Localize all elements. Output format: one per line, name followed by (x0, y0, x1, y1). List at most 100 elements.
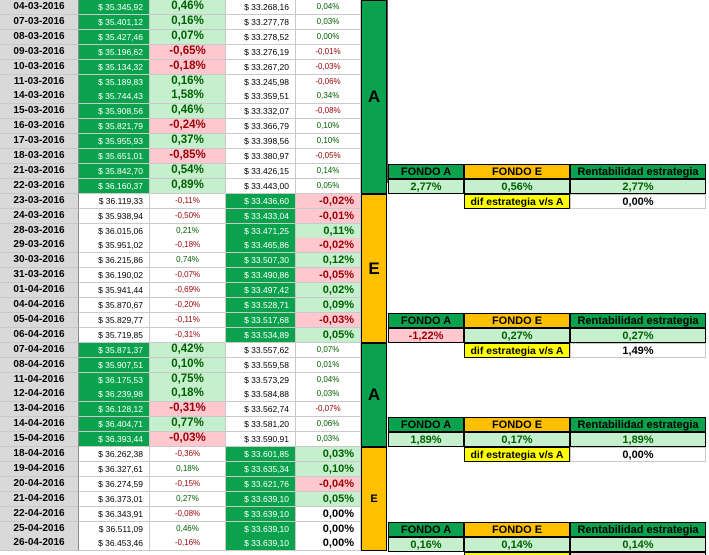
fondo-a-return-cell[interactable]: 0,77% (150, 417, 226, 432)
fondo-a-value-cell[interactable]: $ 36.175,53 (79, 373, 150, 388)
fondo-a-return-cell[interactable]: 0,10% (150, 358, 226, 373)
fondo-a-value-cell[interactable]: $ 36.239,98 (79, 387, 150, 402)
fondo-e-return-cell[interactable]: 0,05% (296, 492, 361, 507)
fondo-a-value-cell[interactable]: $ 35.134,32 (79, 60, 150, 75)
date-cell[interactable]: 04-03-2016 (0, 0, 79, 15)
fondo-e-return-cell[interactable]: 0,10% (296, 462, 361, 477)
fondo-e-value-cell[interactable]: $ 33.267,20 (226, 60, 296, 75)
fondo-a-value-cell[interactable]: $ 36.274,59 (79, 477, 150, 492)
fondo-e-return-cell[interactable]: 0,04% (296, 0, 361, 15)
fondo-e-value-cell[interactable]: $ 33.639,10 (226, 492, 296, 507)
date-cell[interactable]: 08-03-2016 (0, 30, 79, 45)
fondo-a-value-cell[interactable]: $ 36.327,61 (79, 462, 150, 477)
fondo-a-return-cell[interactable]: 1,58% (150, 89, 226, 104)
fondo-a-return-cell[interactable]: 0,21% (150, 224, 226, 239)
fondo-a-value-cell[interactable]: $ 36.393,44 (79, 432, 150, 447)
fondo-a-return-cell[interactable]: 0,74% (150, 253, 226, 268)
fondo-e-return-cell[interactable]: 0,12% (296, 253, 361, 268)
fondo-a-return-cell[interactable]: 0,89% (150, 179, 226, 194)
fondo-e-value-cell[interactable]: $ 33.268,16 (226, 0, 296, 15)
fondo-e-value-cell[interactable]: $ 33.559,58 (226, 358, 296, 373)
fondo-e-value-cell[interactable]: $ 33.332,07 (226, 104, 296, 119)
fondo-a-return-cell[interactable]: 0,07% (150, 30, 226, 45)
fondo-e-value-cell[interactable]: $ 33.278,52 (226, 30, 296, 45)
fondo-e-return-cell[interactable]: 0,34% (296, 89, 361, 104)
summary-dif-value[interactable]: 0,00% (570, 447, 706, 462)
fondo-e-value-cell[interactable]: $ 33.635,34 (226, 462, 296, 477)
date-cell[interactable]: 29-03-2016 (0, 238, 79, 253)
date-cell[interactable]: 21-03-2016 (0, 164, 79, 179)
fondo-e-value-cell[interactable]: $ 33.465,86 (226, 238, 296, 253)
fondo-e-return-cell[interactable]: -0,08% (296, 104, 361, 119)
fondo-e-return-cell[interactable]: 0,03% (296, 447, 361, 462)
summary-dif-value[interactable]: -0,02% (570, 552, 706, 555)
fondo-a-return-cell[interactable]: 0,16% (150, 15, 226, 30)
fondo-e-return-cell[interactable]: -0,01% (296, 45, 361, 60)
summary-dif-value[interactable]: 1,49% (570, 343, 706, 358)
fondo-a-return-cell[interactable]: -0,18% (150, 60, 226, 75)
fondo-a-value-cell[interactable]: $ 35.955,93 (79, 134, 150, 149)
date-cell[interactable]: 22-04-2016 (0, 507, 79, 522)
date-cell[interactable]: 11-04-2016 (0, 373, 79, 388)
fondo-e-value-cell[interactable]: $ 33.276,19 (226, 45, 296, 60)
date-cell[interactable]: 15-04-2016 (0, 432, 79, 447)
summary-value-r[interactable]: 2,77% (570, 179, 706, 194)
fondo-a-value-cell[interactable]: $ 36.453,46 (79, 536, 150, 551)
fondo-a-value-cell[interactable]: $ 36.128,12 (79, 402, 150, 417)
fondo-e-value-cell[interactable]: $ 33.366,79 (226, 119, 296, 134)
fondo-a-return-cell[interactable]: -0,65% (150, 45, 226, 60)
fondo-e-return-cell[interactable]: 0,09% (296, 298, 361, 313)
date-cell[interactable]: 20-04-2016 (0, 477, 79, 492)
fondo-a-return-cell[interactable]: -0,15% (150, 477, 226, 492)
fondo-e-return-cell[interactable]: 0,00% (296, 30, 361, 45)
summary-value-a[interactable]: -1,22% (388, 328, 464, 343)
summary-value-e[interactable]: 0,17% (464, 432, 570, 447)
date-cell[interactable]: 15-03-2016 (0, 104, 79, 119)
summary-value-a[interactable]: 2,77% (388, 179, 464, 194)
fondo-a-value-cell[interactable]: $ 36.119,33 (79, 194, 150, 209)
fondo-e-return-cell[interactable]: 0,02% (296, 283, 361, 298)
fondo-e-return-cell[interactable]: 0,11% (296, 224, 361, 239)
fondo-e-value-cell[interactable]: $ 33.590,91 (226, 432, 296, 447)
fondo-e-value-cell[interactable]: $ 33.490,86 (226, 268, 296, 283)
fondo-a-return-cell[interactable]: 0,46% (150, 104, 226, 119)
fondo-e-value-cell[interactable]: $ 33.639,10 (226, 536, 296, 551)
date-cell[interactable]: 07-03-2016 (0, 15, 79, 30)
fondo-a-return-cell[interactable]: 0,75% (150, 373, 226, 388)
fondo-a-value-cell[interactable]: $ 35.842,70 (79, 164, 150, 179)
fondo-a-return-cell[interactable]: -0,31% (150, 402, 226, 417)
summary-value-e[interactable]: 0,27% (464, 328, 570, 343)
fondo-a-value-cell[interactable]: $ 36.343,91 (79, 507, 150, 522)
date-cell[interactable]: 14-03-2016 (0, 89, 79, 104)
fondo-a-value-cell[interactable]: $ 35.870,67 (79, 298, 150, 313)
date-cell[interactable]: 22-03-2016 (0, 179, 79, 194)
fondo-e-value-cell[interactable]: $ 33.573,29 (226, 373, 296, 388)
fondo-e-value-cell[interactable]: $ 33.621,76 (226, 477, 296, 492)
fondo-e-value-cell[interactable]: $ 33.277,78 (226, 15, 296, 30)
date-cell[interactable]: 25-04-2016 (0, 522, 79, 537)
fondo-a-return-cell[interactable]: 0,42% (150, 343, 226, 358)
date-cell[interactable]: 17-03-2016 (0, 134, 79, 149)
fondo-a-value-cell[interactable]: $ 36.015,06 (79, 224, 150, 239)
date-cell[interactable]: 21-04-2016 (0, 492, 79, 507)
date-cell[interactable]: 23-03-2016 (0, 194, 79, 209)
fondo-e-value-cell[interactable]: $ 33.497,42 (226, 283, 296, 298)
fondo-a-return-cell[interactable]: 0,18% (150, 462, 226, 477)
fondo-e-value-cell[interactable]: $ 33.436,60 (226, 194, 296, 209)
fondo-e-return-cell[interactable]: -0,02% (296, 238, 361, 253)
fondo-e-return-cell[interactable]: 0,00% (296, 507, 361, 522)
date-cell[interactable]: 16-03-2016 (0, 119, 79, 134)
fondo-e-value-cell[interactable]: $ 33.534,89 (226, 328, 296, 343)
fondo-a-value-cell[interactable]: $ 36.262,38 (79, 447, 150, 462)
date-cell[interactable]: 10-03-2016 (0, 60, 79, 75)
fondo-a-return-cell[interactable]: -0,36% (150, 447, 226, 462)
fondo-a-value-cell[interactable]: $ 35.821,79 (79, 119, 150, 134)
fondo-a-return-cell[interactable]: 0,54% (150, 164, 226, 179)
fondo-a-value-cell[interactable]: $ 35.744,43 (79, 89, 150, 104)
fondo-e-value-cell[interactable]: $ 33.507,30 (226, 253, 296, 268)
fondo-a-value-cell[interactable]: $ 35.651,01 (79, 149, 150, 164)
fondo-a-return-cell[interactable]: 0,18% (150, 387, 226, 402)
fondo-e-return-cell[interactable]: 0,05% (296, 179, 361, 194)
fondo-a-value-cell[interactable]: $ 35.189,83 (79, 75, 150, 90)
fondo-e-return-cell[interactable]: 0,01% (296, 358, 361, 373)
